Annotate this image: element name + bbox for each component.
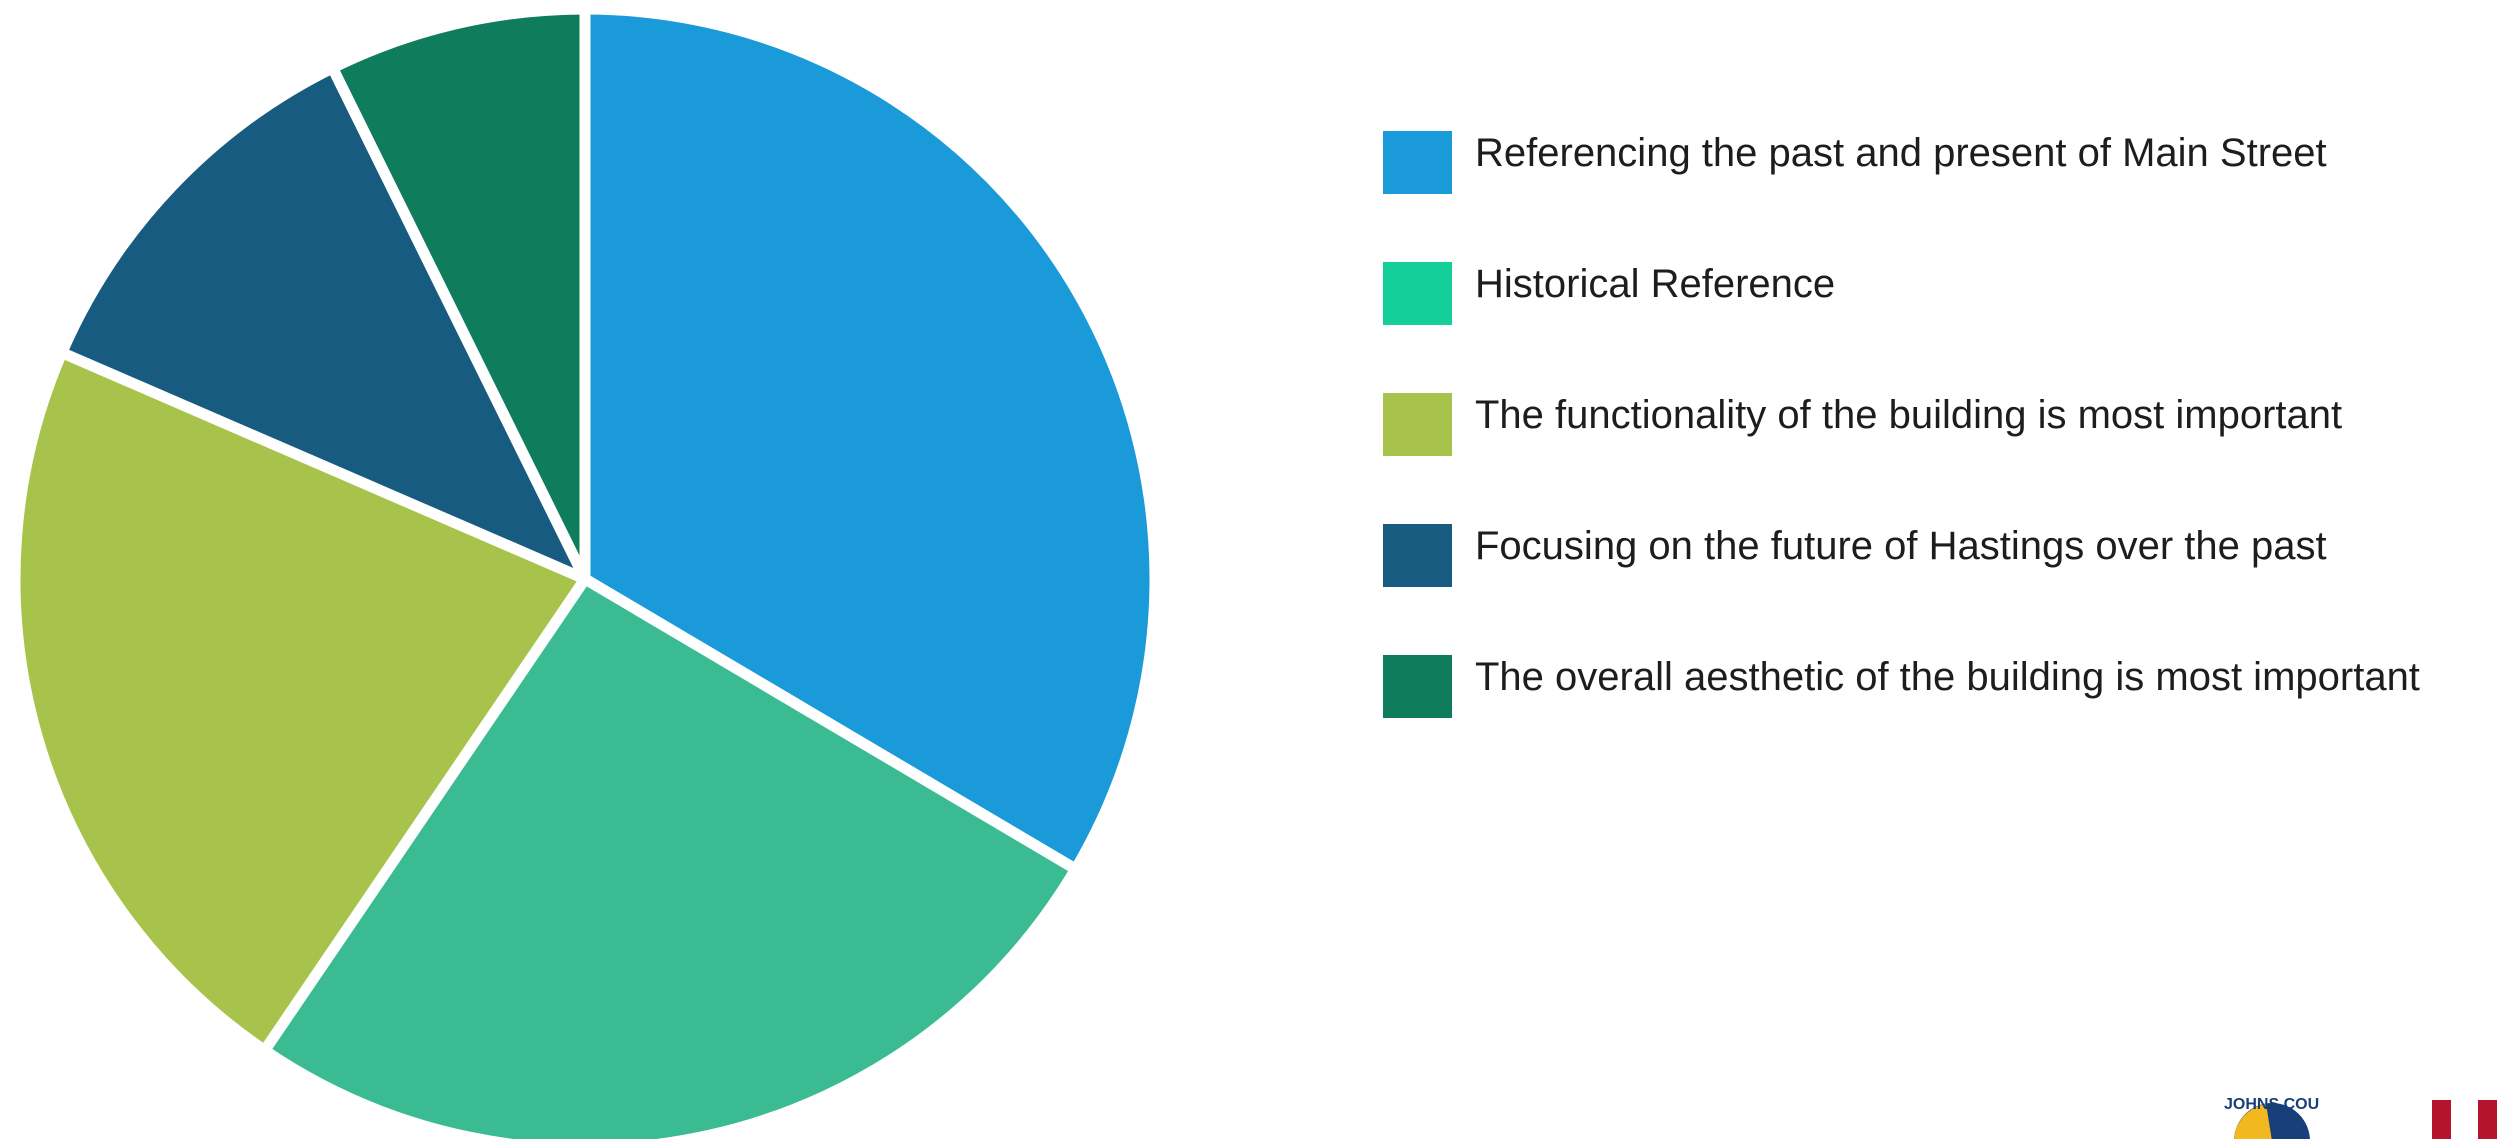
pie-slice-3 bbox=[9, 347, 591, 1056]
flag-stripes-icon bbox=[2432, 1100, 2497, 1139]
logo-text: JOHNS COU bbox=[2224, 1096, 2319, 1113]
legend-swatch bbox=[1383, 524, 1452, 587]
legend-item: The overall aesthetic of the building is… bbox=[1383, 655, 2493, 718]
legend-label: Focusing on the future of Hastings over … bbox=[1475, 523, 2327, 568]
pie-slice-5 bbox=[327, 3, 591, 585]
county-seal-icon: JOHNS COU bbox=[2224, 1096, 2319, 1139]
legend-label: The overall aesthetic of the building is… bbox=[1475, 654, 2420, 699]
legend-item: Referencing the past and present of Main… bbox=[1383, 131, 2493, 194]
chart-legend: Referencing the past and present of Main… bbox=[1383, 131, 2493, 718]
legend-item: The functionality of the building is mos… bbox=[1383, 393, 2493, 456]
legend-swatch bbox=[1383, 655, 1452, 718]
legend-swatch bbox=[1383, 393, 1452, 456]
legend-item: Focusing on the future of Hastings over … bbox=[1383, 524, 2493, 587]
pie-slice-1 bbox=[579, 3, 1161, 875]
legend-label: Referencing the past and present of Main… bbox=[1475, 130, 2327, 175]
legend-swatch bbox=[1383, 262, 1452, 325]
legend-label: The functionality of the building is mos… bbox=[1475, 392, 2343, 437]
pie-slice-4 bbox=[56, 62, 591, 585]
legend-swatch bbox=[1383, 131, 1452, 194]
pie-chart bbox=[9, 3, 1161, 1139]
legend-item: Historical Reference bbox=[1383, 262, 2493, 325]
legend-label: Historical Reference bbox=[1475, 261, 1836, 306]
pie-slice-2 bbox=[259, 573, 1082, 1139]
